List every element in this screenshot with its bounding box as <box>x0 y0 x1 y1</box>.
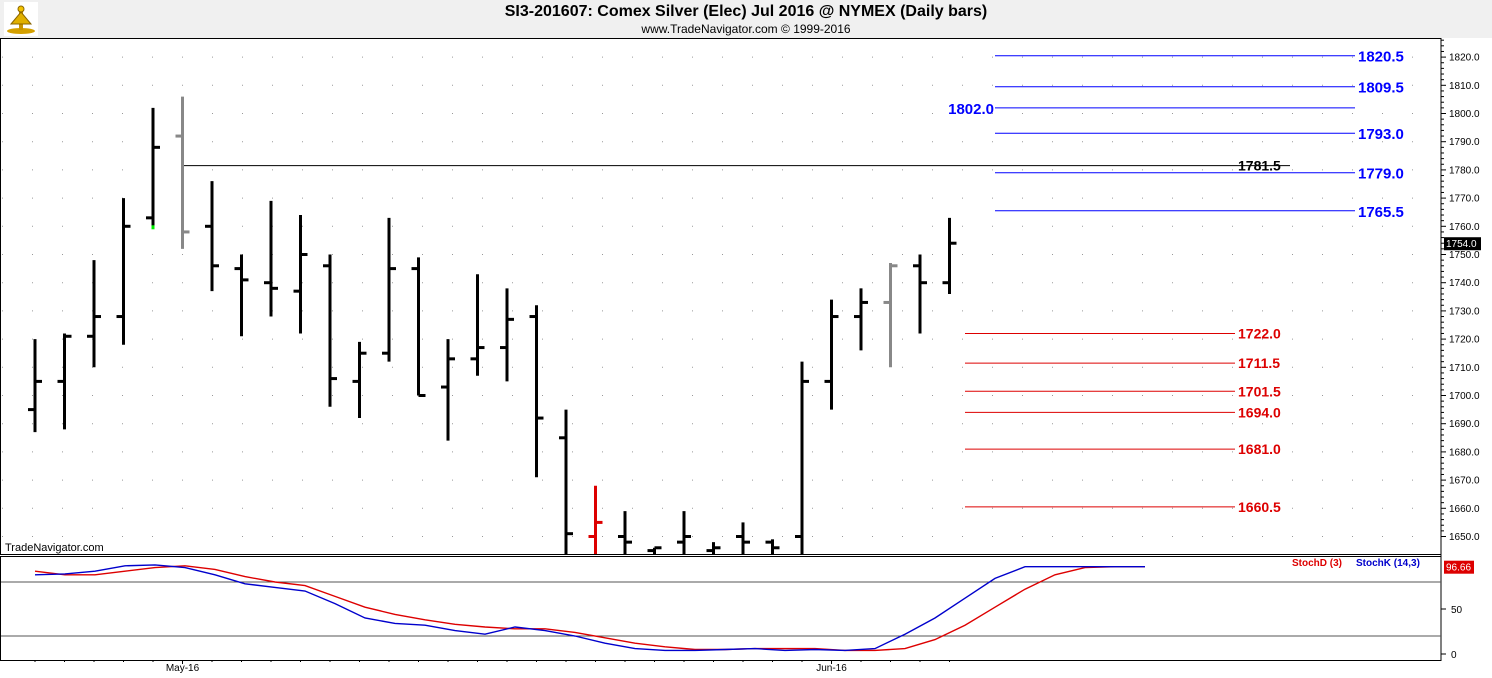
y-tick-label: 1800.0 <box>1449 109 1480 120</box>
y-tick-label: 1700.0 <box>1449 391 1480 402</box>
stochastic-panel: 0 50 96.66 StochD (3) StochK (14,3) <box>1 558 1474 661</box>
stoch-tick-label: 0 <box>1451 650 1457 661</box>
ohlc-bar <box>146 107 160 230</box>
bars-group <box>28 96 957 554</box>
stoch-last-tag <box>1444 560 1474 574</box>
level-label-blue: 1809.5 <box>1358 80 1404 97</box>
stoch-last-label: 96.66 <box>1446 563 1471 574</box>
ohlc-bar <box>677 511 691 554</box>
chart-subtitle: www.TradeNavigator.com © 1999-2016 <box>641 22 851 36</box>
ohlc-bar <box>824 299 839 410</box>
chart-header: SI3-201607: Comex Silver (Elec) Jul 2016… <box>0 0 1492 38</box>
level-label-red: 1694.0 <box>1238 404 1281 420</box>
ohlc-bar <box>175 96 190 249</box>
ohlc-bar <box>323 254 337 407</box>
ohlc-bar <box>618 511 632 554</box>
ohlc-bar <box>706 542 721 554</box>
ohlc-bar <box>205 181 219 292</box>
ohlc-bar <box>588 485 603 554</box>
level-label-red: 1701.5 <box>1238 383 1281 399</box>
ohlc-bar <box>500 288 514 382</box>
y-tick-label: 1820.0 <box>1449 53 1480 64</box>
y-tick-label: 1720.0 <box>1449 335 1480 346</box>
price-panel-frame <box>0 38 1442 555</box>
ohlc-bar <box>765 539 780 554</box>
level-label-blue: 1802.0 <box>948 101 994 118</box>
ohlc-bar <box>264 200 278 317</box>
stoch-tick-label: 50 <box>1451 605 1463 616</box>
y-tick-label: 1660.0 <box>1449 504 1480 515</box>
price-levels: 1820.5 1809.5 1802.0 1793.0 1779.0 1765.5 1781… <box>182 49 1404 515</box>
price-grid <box>0 38 1442 661</box>
ohlc-bar <box>57 333 72 430</box>
y-tick-label: 1750.0 <box>1449 250 1480 261</box>
ohlc-bar <box>647 546 662 554</box>
ohlc-bar <box>116 198 131 345</box>
watermark: TradeNavigator.com <box>5 542 104 554</box>
y-tick-label: 1770.0 <box>1449 194 1480 205</box>
level-label-red: 1660.5 <box>1238 499 1281 515</box>
ohlc-bar <box>854 288 868 351</box>
level-label-red: 1681.0 <box>1238 441 1281 457</box>
y-tick-label: 1780.0 <box>1449 165 1480 176</box>
y-tick-label: 1790.0 <box>1449 137 1480 148</box>
y-tick-label: 1650.0 <box>1449 532 1480 543</box>
ohlc-bar <box>87 260 101 368</box>
date-label: May-16 <box>166 663 200 674</box>
date-label: Jun-16 <box>816 663 847 674</box>
ohlc-bar <box>411 257 426 397</box>
y-tick-label: 1740.0 <box>1449 278 1480 289</box>
ohlc-bar <box>352 341 367 419</box>
ohlc-bar <box>736 522 750 554</box>
ohlc-bar <box>470 274 485 376</box>
ohlc-bar <box>441 339 455 441</box>
y-tick-label: 1710.0 <box>1449 363 1480 374</box>
stoch-legend-label: StochK (14,3) <box>1356 558 1420 569</box>
level-label-blue: 1820.5 <box>1358 49 1404 66</box>
ohlc-bar <box>559 409 573 554</box>
ohlc-bar <box>293 215 308 334</box>
y-tick-label: 1760.0 <box>1449 222 1480 233</box>
y-tick-label: 1730.0 <box>1449 306 1480 317</box>
trade-navigator-logo <box>4 2 38 36</box>
last-price-label: 1754.0 <box>1446 239 1477 250</box>
ohlc-bar <box>913 254 927 334</box>
level-label-red: 1711.5 <box>1238 355 1280 371</box>
bar-low-mark <box>151 225 155 230</box>
last-price-tag <box>1444 237 1481 251</box>
price-bars <box>28 96 957 554</box>
level-label-blue: 1793.0 <box>1358 126 1404 143</box>
chart-title: SI3-201607: Comex Silver (Elec) Jul 2016… <box>504 3 988 20</box>
level-label-blue: 1765.5 <box>1358 204 1404 221</box>
level-label-black: 1781.5 <box>1238 158 1281 174</box>
ohlc-bar <box>883 262 898 368</box>
ohlc-bar <box>942 217 957 294</box>
ohlc-bar <box>28 339 42 433</box>
ohlc-bar <box>382 217 396 362</box>
stoch-series-line <box>34 565 1145 652</box>
y-tick-label: 1810.0 <box>1449 81 1480 92</box>
y-tick-label: 1670.0 <box>1449 476 1480 487</box>
stoch-legend-label: StochD (3) <box>1292 558 1342 569</box>
ohlc-bar <box>529 305 544 478</box>
date-axis: May-16 Jun-16 <box>34 660 950 674</box>
level-label-blue: 1779.0 <box>1358 166 1404 183</box>
ohlc-bar <box>795 361 809 554</box>
price-axis: 1650.0 1660.0 1670.0 1680.0 1690.0 1700.0 1710… <box>1440 38 1481 660</box>
y-tick-label: 1690.0 <box>1449 419 1480 430</box>
y-tick-label: 1680.0 <box>1449 447 1480 458</box>
stoch-series-line <box>34 564 1145 652</box>
level-label-red: 1722.0 <box>1238 325 1281 341</box>
stochastic-panel-frame <box>0 556 1442 661</box>
ohlc-bar <box>234 254 249 337</box>
